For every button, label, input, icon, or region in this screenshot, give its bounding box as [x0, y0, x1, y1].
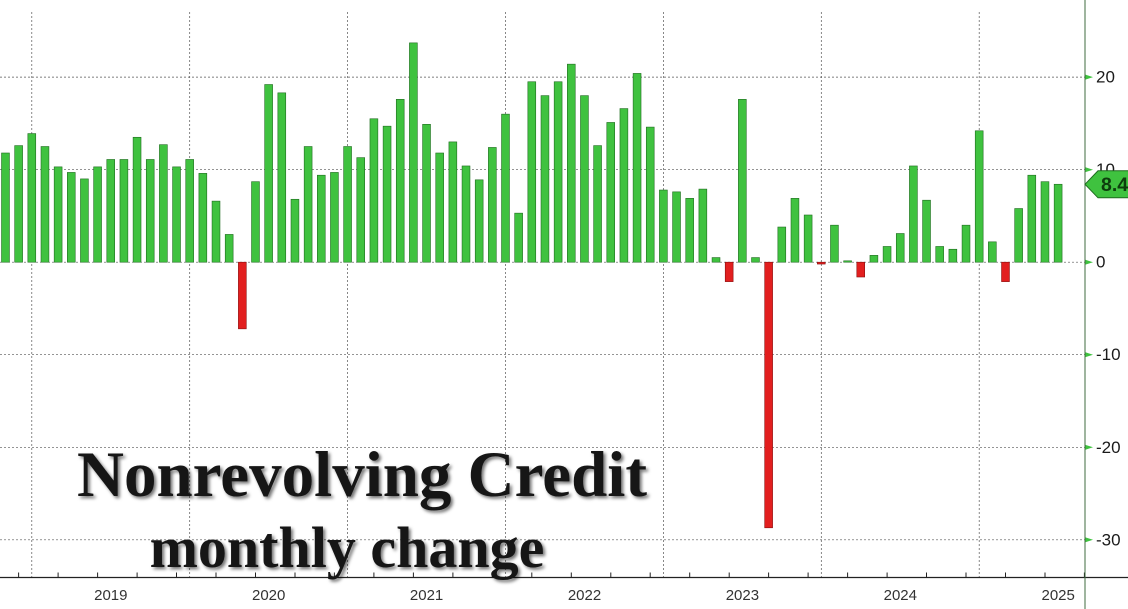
- svg-text:0: 0: [1096, 253, 1105, 272]
- svg-text:-30: -30: [1096, 530, 1121, 549]
- svg-text:monthly change: monthly change: [150, 515, 545, 580]
- svg-text:-10: -10: [1096, 345, 1121, 364]
- svg-text:2023: 2023: [726, 587, 759, 604]
- svg-text:20: 20: [1096, 68, 1115, 87]
- svg-text:-20: -20: [1096, 438, 1121, 457]
- svg-text:2025: 2025: [1042, 587, 1075, 604]
- svg-text:2022: 2022: [568, 587, 601, 604]
- svg-text:2020: 2020: [252, 587, 285, 604]
- svg-text:2019: 2019: [94, 587, 127, 604]
- svg-text:2024: 2024: [884, 587, 917, 604]
- svg-text:2021: 2021: [410, 587, 443, 604]
- svg-text:Nonrevolving Credit: Nonrevolving Credit: [77, 439, 647, 511]
- svg-text:8.423: 8.423: [1101, 174, 1128, 196]
